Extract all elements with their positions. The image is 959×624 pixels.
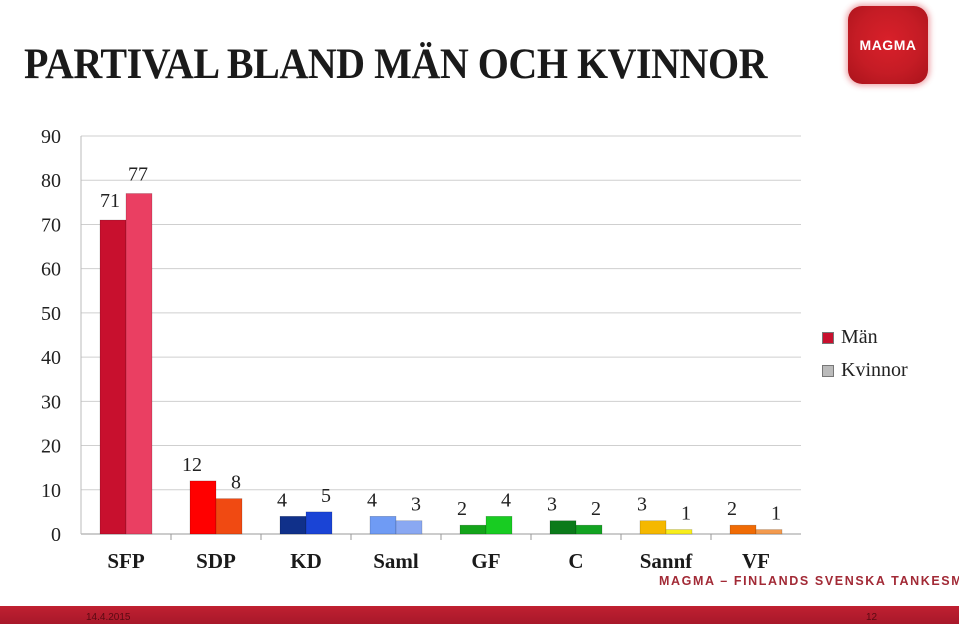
- data-label: 2: [457, 498, 467, 520]
- data-label: 12: [182, 454, 202, 476]
- y-tick-label: 0: [51, 524, 61, 546]
- bar: [639, 520, 667, 535]
- data-label: 77: [128, 163, 148, 185]
- legend-label-man: Män: [841, 326, 878, 348]
- legend-label-kvinnor: Kvinnor: [841, 359, 908, 381]
- data-label: 1: [771, 503, 781, 525]
- bar: [665, 529, 693, 535]
- bar: [755, 529, 783, 535]
- slide-title: PARTIVAL BLAND MÄN OCH KVINNOR: [24, 41, 768, 88]
- y-tick-label: 40: [41, 347, 61, 369]
- bar: [575, 524, 603, 535]
- data-label: 71: [100, 190, 120, 212]
- bar: [215, 498, 243, 535]
- x-tick-label: VF: [742, 549, 770, 573]
- data-label: 4: [277, 489, 287, 511]
- y-tick-label: 30: [41, 391, 61, 413]
- bar: [279, 516, 307, 535]
- bar: [485, 516, 513, 535]
- bar: [459, 524, 487, 535]
- x-tick-label: Saml: [373, 549, 419, 573]
- y-tick-label: 90: [41, 126, 61, 148]
- x-tick-label: SDP: [196, 549, 236, 573]
- x-tick-label: GF: [471, 549, 500, 573]
- y-tick-label: 50: [41, 303, 61, 325]
- chart-legend: Män Kvinnor: [822, 321, 908, 387]
- bar: [549, 520, 577, 535]
- magma-tagline: MAGMA – FINLANDS SVENSKA TANKESMEDJA: [659, 574, 959, 588]
- bar: [125, 193, 153, 535]
- logo-text: MAGMA: [859, 37, 917, 53]
- data-label: 2: [727, 498, 737, 520]
- footer-band: [0, 606, 959, 624]
- data-label: 8: [231, 472, 241, 494]
- x-tick-label: Sannf: [640, 549, 694, 573]
- data-label: 4: [367, 489, 377, 511]
- data-label: 1: [681, 503, 691, 525]
- x-tick-label: SFP: [107, 549, 145, 573]
- legend-item-kvinnor: Kvinnor: [822, 354, 908, 387]
- page-number: 12: [866, 612, 878, 623]
- footer-date: 14.4.2015: [86, 612, 131, 623]
- bar: [395, 520, 423, 535]
- data-label: 2: [591, 498, 601, 520]
- y-tick-label: 60: [41, 259, 61, 281]
- bar: [99, 219, 127, 535]
- legend-swatch-man: [822, 331, 834, 344]
- legend-swatch-kvinnor: [822, 364, 834, 377]
- data-label: 3: [411, 494, 421, 516]
- y-tick-label: 70: [41, 214, 61, 236]
- bar: [189, 480, 217, 535]
- data-label: 4: [501, 489, 511, 511]
- data-label: 3: [547, 494, 557, 516]
- magma-logo: MAGMA: [848, 6, 928, 84]
- bar: [729, 524, 757, 535]
- data-label: 5: [321, 485, 331, 507]
- y-tick-label: 80: [41, 170, 61, 192]
- legend-item-man: Män: [822, 321, 908, 354]
- y-tick-label: 10: [41, 480, 61, 502]
- y-tick-label: 20: [41, 436, 61, 458]
- bar: [305, 511, 333, 535]
- bar: [369, 516, 397, 535]
- x-tick-label: C: [568, 549, 583, 573]
- data-label: 3: [637, 494, 647, 516]
- x-tick-label: KD: [290, 549, 322, 573]
